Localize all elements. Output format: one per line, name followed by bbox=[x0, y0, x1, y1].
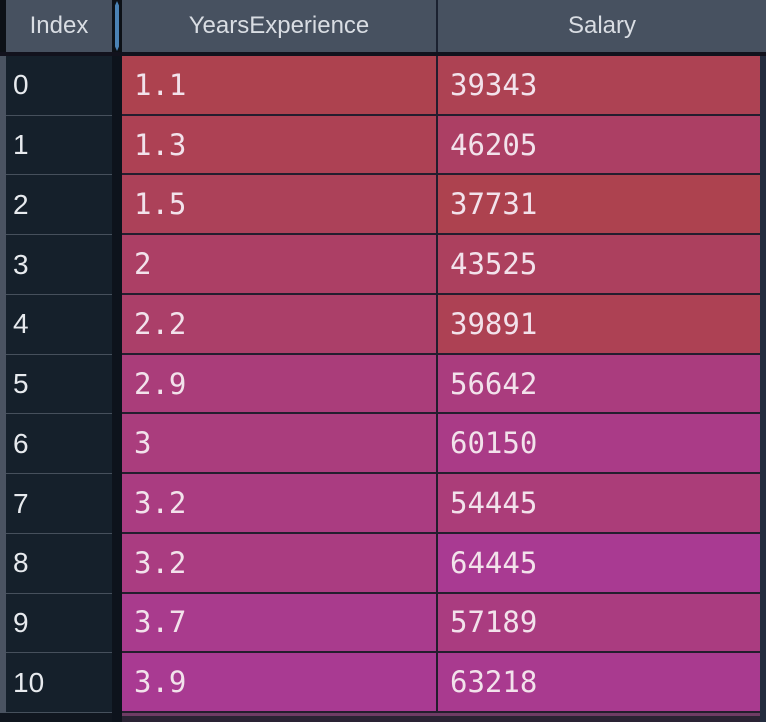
header-cell-salary[interactable]: Salary bbox=[438, 0, 766, 52]
index-cell[interactable]: 1 bbox=[6, 115, 112, 176]
data-cell-yearsexperience[interactable]: 3.9 bbox=[122, 653, 438, 714]
pane-gap bbox=[112, 474, 122, 534]
right-margin bbox=[760, 414, 766, 475]
pane-gap bbox=[112, 533, 122, 594]
data-cell-salary[interactable]: 37731 bbox=[438, 175, 760, 236]
data-cell-salary[interactable]: 63218 bbox=[438, 653, 760, 714]
right-margin bbox=[760, 294, 766, 355]
table-bottom-edge bbox=[0, 713, 766, 722]
pane-divider-handle[interactable] bbox=[115, 1, 119, 51]
table-row: 9 3.7 57189 bbox=[0, 593, 766, 654]
data-cell-yearsexperience[interactable]: 2.2 bbox=[122, 294, 438, 355]
right-margin bbox=[760, 175, 766, 236]
row-gutter bbox=[0, 235, 6, 295]
header-salary-label: Salary bbox=[567, 12, 637, 39]
right-margin bbox=[760, 533, 766, 594]
data-cell-salary[interactable]: 39891 bbox=[438, 294, 760, 355]
pane-gap bbox=[112, 294, 122, 355]
pane-gap bbox=[112, 653, 122, 714]
right-margin bbox=[760, 593, 766, 654]
corner-gutter bbox=[0, 0, 6, 52]
index-cell[interactable]: 8 bbox=[6, 533, 112, 594]
right-margin bbox=[760, 653, 766, 714]
data-cell-salary[interactable]: 64445 bbox=[438, 533, 760, 594]
header-cell-index[interactable]: Index bbox=[6, 0, 112, 52]
pane-gap bbox=[112, 414, 122, 475]
right-margin bbox=[760, 115, 766, 176]
pane-gap bbox=[112, 56, 122, 116]
row-gutter bbox=[0, 294, 6, 355]
data-cell-yearsexperience[interactable]: 1.1 bbox=[122, 56, 438, 116]
row-gutter bbox=[0, 474, 6, 534]
data-cell-salary[interactable]: 56642 bbox=[438, 354, 760, 415]
index-cell[interactable]: 0 bbox=[6, 56, 112, 116]
table-row: 6 3 60150 bbox=[0, 414, 766, 475]
index-cell[interactable]: 10 bbox=[6, 653, 112, 714]
right-margin bbox=[760, 713, 766, 722]
right-margin bbox=[760, 235, 766, 295]
data-cell-salary[interactable]: 39343 bbox=[438, 56, 760, 116]
row-gutter bbox=[0, 653, 6, 714]
header-cell-yearsexperience[interactable]: YearsExperience bbox=[122, 0, 438, 52]
pane-divider-track bbox=[112, 0, 122, 52]
data-cell-yearsexperience[interactable]: 3.7 bbox=[122, 593, 438, 654]
table-header-row: Index YearsExperience Salary bbox=[0, 0, 766, 52]
data-cell-salary[interactable]: 43525 bbox=[438, 235, 760, 295]
table-row: 0 1.1 39343 bbox=[0, 56, 766, 116]
data-cell-yearsexperience[interactable]: 2.9 bbox=[122, 354, 438, 415]
table-row: 10 3.9 63218 bbox=[0, 653, 766, 714]
data-cell-salary[interactable]: 46205 bbox=[438, 115, 760, 176]
row-gutter bbox=[0, 115, 6, 176]
index-cell-clipped bbox=[6, 713, 112, 722]
index-cell[interactable]: 7 bbox=[6, 474, 112, 534]
row-gutter bbox=[0, 533, 6, 594]
data-cell-clipped bbox=[122, 713, 438, 722]
pane-gap bbox=[112, 354, 122, 415]
row-gutter bbox=[0, 414, 6, 475]
pane-gap bbox=[112, 593, 122, 654]
index-cell[interactable]: 2 bbox=[6, 175, 112, 236]
row-gutter bbox=[0, 713, 6, 722]
row-gutter bbox=[0, 175, 6, 236]
index-cell[interactable]: 6 bbox=[6, 414, 112, 475]
index-cell[interactable]: 3 bbox=[6, 235, 112, 295]
data-cell-salary[interactable]: 57189 bbox=[438, 593, 760, 654]
header-years-label: YearsExperience bbox=[188, 12, 370, 39]
table-row: 4 2.2 39891 bbox=[0, 294, 766, 355]
data-cell-yearsexperience[interactable]: 3.2 bbox=[122, 533, 438, 594]
table-row: 5 2.9 56642 bbox=[0, 354, 766, 415]
pane-gap bbox=[112, 235, 122, 295]
right-margin bbox=[760, 474, 766, 534]
row-gutter bbox=[0, 354, 6, 415]
data-cell-clipped bbox=[438, 713, 760, 722]
index-cell[interactable]: 5 bbox=[6, 354, 112, 415]
data-cell-yearsexperience[interactable]: 3 bbox=[122, 414, 438, 475]
data-cell-yearsexperience[interactable]: 1.3 bbox=[122, 115, 438, 176]
data-cell-salary[interactable]: 60150 bbox=[438, 414, 760, 475]
pane-gap bbox=[112, 713, 122, 722]
right-margin bbox=[760, 56, 766, 116]
pane-gap bbox=[112, 115, 122, 176]
table-row: 8 3.2 64445 bbox=[0, 533, 766, 594]
table-row: 7 3.2 54445 bbox=[0, 474, 766, 534]
pane-gap bbox=[112, 175, 122, 236]
table-row: 3 2 43525 bbox=[0, 235, 766, 295]
header-bottom-divider bbox=[0, 52, 766, 56]
index-cell[interactable]: 4 bbox=[6, 294, 112, 355]
index-cell[interactable]: 9 bbox=[6, 593, 112, 654]
data-cell-yearsexperience[interactable]: 1.5 bbox=[122, 175, 438, 236]
row-gutter bbox=[0, 593, 6, 654]
header-index-label: Index bbox=[29, 12, 89, 39]
row-gutter bbox=[0, 56, 6, 116]
table-row: 2 1.5 37731 bbox=[0, 175, 766, 236]
data-cell-salary[interactable]: 54445 bbox=[438, 474, 760, 534]
right-margin bbox=[760, 354, 766, 415]
data-cell-yearsexperience[interactable]: 2 bbox=[122, 235, 438, 295]
table-body: 0 1.1 39343 1 1.3 46205 2 1.5 37731 3 bbox=[0, 56, 766, 714]
table-row: 1 1.3 46205 bbox=[0, 115, 766, 176]
data-cell-yearsexperience[interactable]: 3.2 bbox=[122, 474, 438, 534]
